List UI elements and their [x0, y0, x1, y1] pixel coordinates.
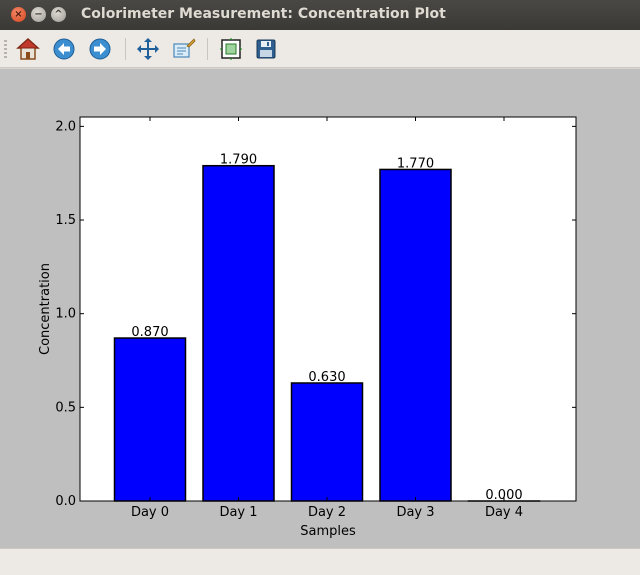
toolbar-separator	[125, 38, 126, 60]
zoom-rect-icon	[173, 38, 196, 58]
y-tick-label: 0.0	[55, 494, 76, 509]
x-axis-label: Samples	[300, 524, 356, 539]
home-icon	[16, 37, 40, 60]
y-tick-label: 2.0	[55, 119, 76, 134]
bar-day-1	[202, 164, 275, 502]
pan-button[interactable]	[135, 36, 161, 62]
back-arrow-icon	[53, 38, 75, 60]
x-tick-label: Day 2	[308, 505, 346, 520]
subplots-button[interactable]	[218, 36, 244, 62]
y-axis-label: Concentration	[38, 263, 53, 355]
forward-button[interactable]	[87, 36, 113, 62]
figure-canvas[interactable]: 0.870 1.790 0.630 1.770 0.000 0.0 0.5 1.0 1.5 2.…	[0, 68, 640, 548]
save-button[interactable]	[253, 36, 279, 62]
toolbar-grip[interactable]	[4, 40, 7, 58]
bar-chart: 0.870 1.790 0.630 1.770 0.000 0.0 0.5 1.0 1.5 2.…	[38, 116, 577, 539]
bar-value-label: 0.000	[485, 488, 522, 503]
move-icon	[137, 38, 159, 60]
y-tick-label: 0.5	[55, 400, 76, 415]
status-bar	[0, 548, 640, 575]
title-bar: × − ^ Colorimeter Measurement: Concentra…	[0, 0, 640, 30]
bar-value-label: 1.790	[220, 153, 257, 168]
window-title: Colorimeter Measurement: Concentration P…	[81, 6, 446, 22]
minimize-icon: −	[34, 8, 43, 20]
subplots-icon	[220, 38, 242, 60]
navigation-toolbar	[0, 30, 640, 68]
toolbar-separator	[207, 38, 208, 60]
bar-value-label: 1.770	[397, 156, 434, 171]
zoom-button[interactable]	[171, 36, 197, 62]
close-icon: ×	[14, 8, 23, 20]
maximize-window-button[interactable]: ^	[51, 7, 66, 22]
y-tick-label: 1.5	[55, 213, 76, 228]
minimize-window-button[interactable]: −	[31, 7, 46, 22]
forward-arrow-icon	[89, 38, 111, 60]
x-tick-label: Day 4	[485, 505, 523, 520]
close-window-button[interactable]: ×	[11, 7, 26, 22]
home-button[interactable]	[15, 36, 41, 62]
bar-day-0	[113, 337, 187, 502]
bar-value-label: 0.870	[131, 325, 168, 340]
bar-day-3	[379, 168, 452, 502]
y-tick-label: 1.0	[55, 307, 76, 322]
axes-frame	[79, 116, 577, 502]
bar-day-2	[290, 382, 364, 502]
floppy-disk-icon	[256, 39, 276, 59]
x-tick-label: Day 3	[396, 505, 434, 520]
x-tick-label: Day 1	[219, 505, 257, 520]
bar-value-label: 0.630	[308, 370, 345, 385]
back-button[interactable]	[51, 36, 77, 62]
maximize-icon: ^	[54, 8, 63, 20]
x-tick-label: Day 0	[131, 505, 169, 520]
